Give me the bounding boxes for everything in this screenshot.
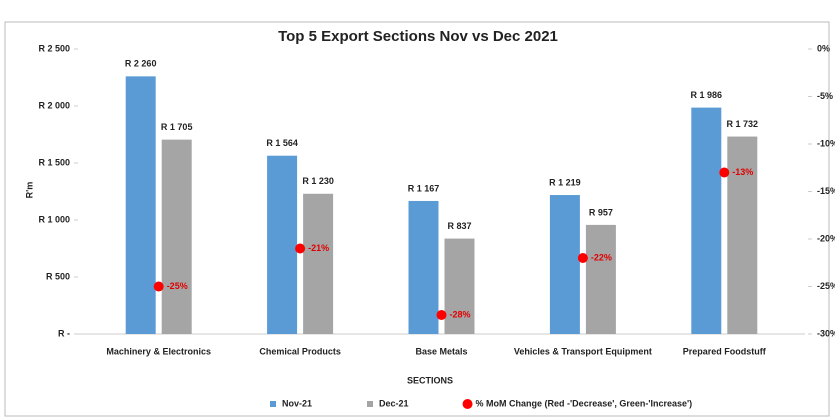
change-label: -13% xyxy=(732,167,753,177)
bar-label: R 1 705 xyxy=(161,122,193,132)
y-tick-label: R 2 000 xyxy=(38,100,70,110)
y2-tick-label: -30% xyxy=(817,328,835,338)
change-label: -21% xyxy=(308,243,329,253)
bar-label: R 2 260 xyxy=(125,59,157,69)
bar-label: R 957 xyxy=(589,207,613,217)
legend-label: % MoM Change (Red -'Decrease', Green-'In… xyxy=(476,398,693,408)
legend-marker xyxy=(367,401,374,407)
y-tick-label: R 1 000 xyxy=(38,214,70,224)
change-dot xyxy=(153,281,164,292)
bar xyxy=(408,200,439,334)
x-tick-label: Prepared Foodstuff xyxy=(683,346,767,356)
bar-label: R 1 564 xyxy=(266,138,298,148)
change-label: -25% xyxy=(167,281,188,291)
bar xyxy=(727,136,758,334)
change-dot xyxy=(436,310,447,320)
bar-label: R 1 167 xyxy=(408,183,440,193)
y-tick-label: R 1 500 xyxy=(38,157,70,167)
y2-tick-label: -5% xyxy=(817,91,833,101)
y2-tick-label: -25% xyxy=(817,281,835,291)
legend-label: Dec-21 xyxy=(379,398,409,408)
bar xyxy=(691,107,722,334)
y-axis-label: R'm xyxy=(24,182,34,199)
y2-tick-label: -20% xyxy=(817,233,835,243)
change-label: -28% xyxy=(450,309,471,319)
change-dot xyxy=(295,243,306,254)
change-dot xyxy=(577,253,588,263)
bar xyxy=(125,76,156,335)
x-tick-label: Chemical Products xyxy=(259,346,341,356)
bar-label: R 1 219 xyxy=(549,177,581,187)
x-tick-label: Base Metals xyxy=(415,346,467,356)
change-dot xyxy=(719,167,730,178)
legend-marker xyxy=(270,401,276,407)
x-tick-label: Vehicles & Transport Equipment xyxy=(514,346,652,356)
legend-marker xyxy=(462,399,473,409)
bar-label: R 837 xyxy=(447,221,471,231)
y2-tick-label: -15% xyxy=(817,186,835,196)
change-label: -22% xyxy=(591,252,612,262)
bar xyxy=(161,139,192,334)
bar-label: R 1 986 xyxy=(691,90,723,100)
bar-label: R 1 230 xyxy=(302,176,334,186)
y2-tick-label: 0% xyxy=(817,43,830,53)
bar xyxy=(303,193,334,334)
y-tick-label: R - xyxy=(58,328,70,338)
bar xyxy=(549,195,580,334)
x-tick-label: Machinery & Electronics xyxy=(106,346,211,356)
bar-label: R 1 732 xyxy=(727,119,759,129)
y-tick-label: R 500 xyxy=(46,271,70,281)
bar xyxy=(267,155,298,334)
chart-title: Top 5 Export Sections Nov vs Dec 2021 xyxy=(278,28,558,45)
y2-tick-label: -10% xyxy=(817,138,835,148)
bar xyxy=(585,224,616,334)
y-tick-label: R 2 500 xyxy=(38,43,70,53)
bar xyxy=(444,238,475,334)
legend-label: Nov-21 xyxy=(282,398,312,408)
x-axis-label: SECTIONS xyxy=(407,375,453,385)
